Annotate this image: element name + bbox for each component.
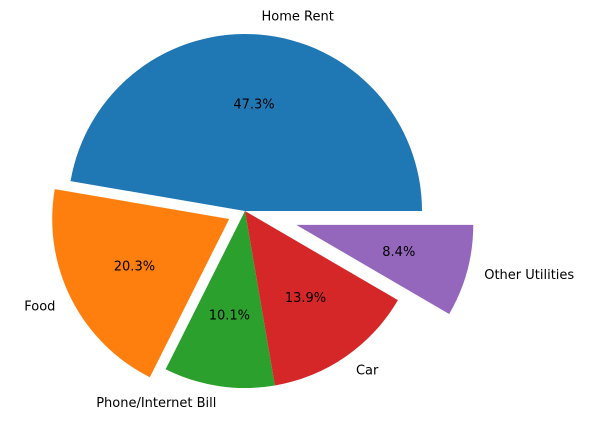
pie-category-label-food: Food xyxy=(24,299,55,314)
pie-category-label-phone-internet-bill: Phone/Internet Bill xyxy=(96,396,216,411)
pie-value-label-home-rent: 47.3% xyxy=(233,98,274,113)
pie-slices xyxy=(52,34,474,388)
pie-slice-food xyxy=(52,189,230,378)
pie-labels: 47.3% Home Rent 20.3% Food 10.1% Phone/Intern… xyxy=(24,10,574,412)
pie-category-label-home-rent: Home Rent xyxy=(261,10,333,25)
pie-slice-other-utilities xyxy=(296,224,474,314)
pie-category-label-car: Car xyxy=(356,363,379,378)
pie-slice-phone-internet-bill xyxy=(165,211,275,388)
pie-value-label-other-utilities: 8.4% xyxy=(382,245,415,260)
pie-value-label-phone-internet-bill: 10.1% xyxy=(209,309,250,324)
pie-value-label-food: 20.3% xyxy=(114,259,155,274)
pie-slice-home-rent xyxy=(70,34,423,211)
pie-category-label-other-utilities: Other Utilities xyxy=(484,268,574,283)
pie-slice-car xyxy=(245,211,398,386)
pie-value-label-car: 13.9% xyxy=(285,291,326,306)
